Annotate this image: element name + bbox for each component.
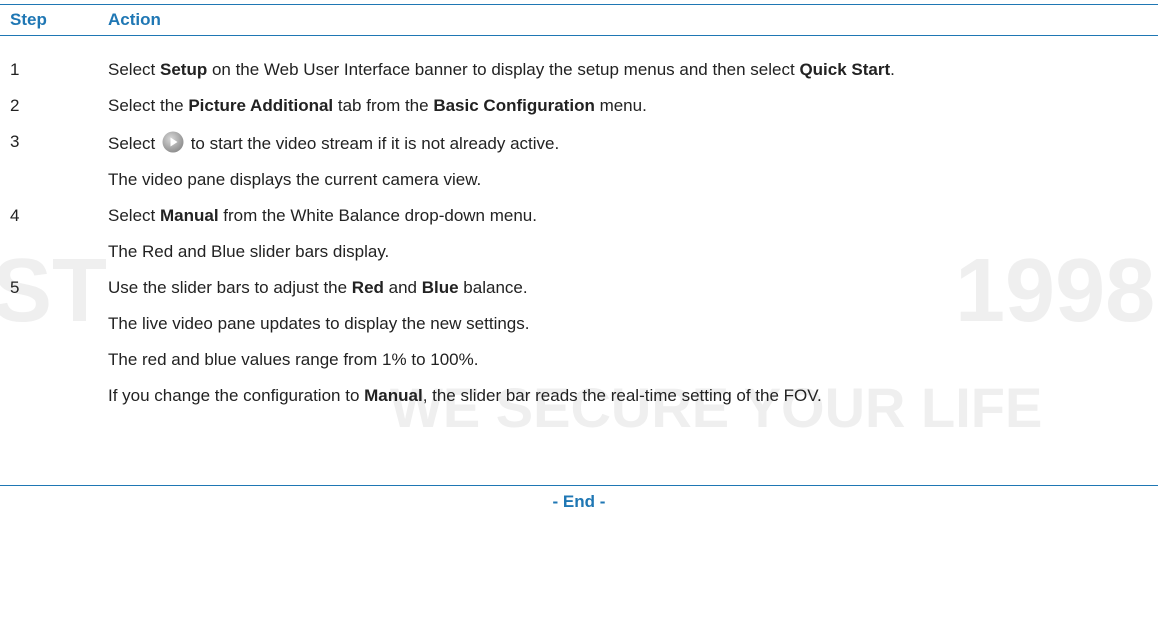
action-paragraph: Select to start the video stream if it i…	[108, 131, 1148, 155]
end-marker: - End -	[0, 485, 1158, 512]
bold-term: Manual	[364, 386, 423, 405]
action-cell: Select the Picture Additional tab from t…	[108, 95, 1148, 117]
step-number: 1	[10, 60, 20, 79]
text: The red and blue values range from 1% to…	[108, 350, 479, 369]
bold-term: Red	[351, 278, 384, 297]
table-row: 3 Select to start the video stream if it …	[0, 131, 1158, 191]
action-paragraph: Use the slider bars to adjust the Red an…	[108, 277, 1148, 299]
text: .	[890, 60, 895, 79]
watermark: WE SECURE YOUR LIFE	[390, 376, 1043, 439]
text: on the Web User Interface banner to disp…	[207, 60, 800, 79]
bold-term: Basic Configuration	[433, 96, 595, 115]
text: to start the video stream if it is not a…	[185, 134, 560, 153]
step-number: 2	[10, 96, 20, 115]
bold-term: Blue	[421, 278, 459, 297]
bold-term: Quick Start	[799, 60, 891, 79]
action-paragraph: Select Setup on the Web User Interface b…	[108, 59, 1148, 81]
text: menu.	[594, 96, 647, 115]
watermark: 1998	[955, 241, 1156, 341]
table-row: 1 Select Setup on the Web User Interface …	[0, 59, 1158, 81]
action-cell: Use the slider bars to adjust the Red an…	[108, 277, 1148, 407]
header-step: Step	[10, 10, 47, 29]
text: from the White Balance drop-down menu.	[218, 206, 537, 225]
text: tab from the	[333, 96, 434, 115]
table-row: 5 Use the slider bars to adjust the Red a…	[0, 277, 1158, 407]
text: Select	[108, 60, 160, 79]
bold-term: Manual	[159, 206, 219, 225]
action-paragraph: If you change the configuration to Manua…	[108, 385, 1148, 407]
step-number: 4	[10, 206, 20, 225]
text: and	[383, 278, 422, 297]
table-row: 4 Select Manual from the White Balance dr…	[0, 205, 1158, 263]
table-row: 2 Select the Picture Additional tab from …	[0, 95, 1158, 117]
bold-term: Picture Additional	[188, 96, 334, 115]
action-paragraph: The red and blue values range from 1% to…	[108, 349, 1148, 371]
step-number: 3	[10, 132, 20, 151]
action-paragraph: The live video pane updates to display t…	[108, 313, 1148, 335]
text: Use the slider bars to adjust the	[108, 278, 352, 297]
play-icon	[162, 131, 184, 153]
bold-term: Setup	[159, 60, 208, 79]
text: The Red and Blue slider bars display.	[108, 242, 390, 261]
action-cell: Select Setup on the Web User Interface b…	[108, 59, 1148, 81]
text: Select the	[108, 96, 189, 115]
action-cell: Select Manual from the White Balance dro…	[108, 205, 1148, 263]
action-paragraph: The video pane displays the current came…	[108, 169, 1148, 191]
text: If you change the configuration to	[108, 386, 365, 405]
watermark: ST	[0, 241, 108, 341]
table-body: 1 Select Setup on the Web User Interface …	[0, 59, 1158, 421]
action-paragraph: Select the Picture Additional tab from t…	[108, 95, 1148, 117]
action-paragraph: Select Manual from the White Balance dro…	[108, 205, 1148, 227]
text: , the slider bar reads the real-time set…	[422, 386, 822, 405]
step-number: 5	[10, 278, 20, 297]
text: Select	[108, 134, 160, 153]
header-action: Action	[108, 10, 161, 29]
text: balance.	[458, 278, 528, 297]
text: The live video pane updates to display t…	[108, 314, 530, 333]
action-paragraph: The Red and Blue slider bars display.	[108, 241, 1148, 263]
text: The video pane displays the current came…	[108, 170, 482, 189]
table-header: Step Action	[0, 4, 1158, 36]
text: Select	[108, 206, 160, 225]
action-cell: Select to start the video stream if it i…	[108, 131, 1148, 191]
